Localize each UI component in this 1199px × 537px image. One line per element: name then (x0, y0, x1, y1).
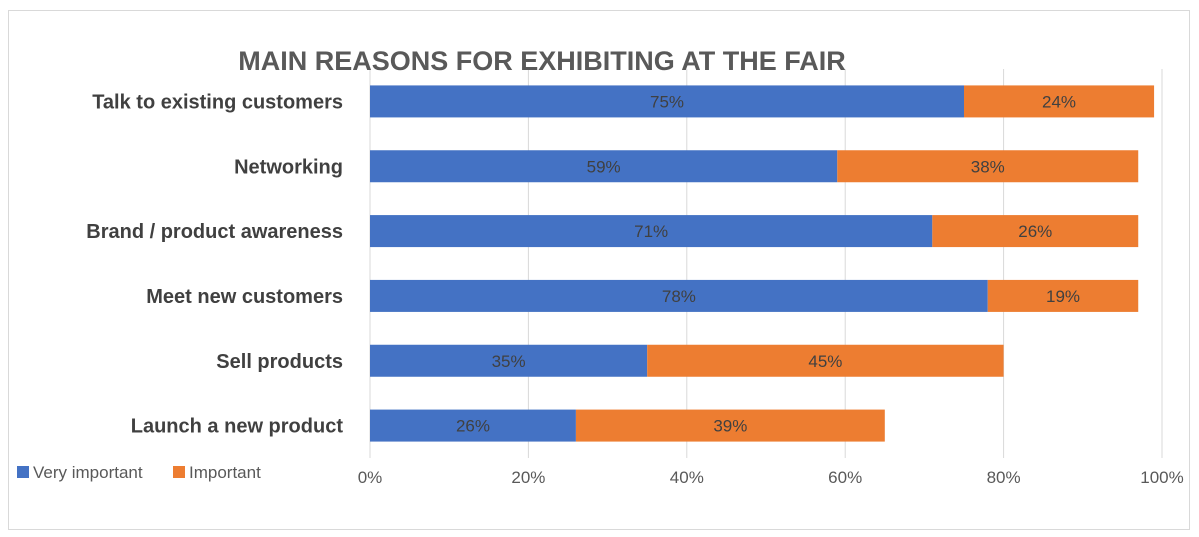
x-tick-label: 80% (987, 468, 1021, 487)
bar-very-important (370, 85, 964, 118)
data-label: 19% (1046, 287, 1080, 306)
x-tick-label: 20% (511, 468, 545, 487)
chart-title: MAIN REASONS FOR EXHIBITING AT THE FAIR (238, 46, 846, 76)
bar-very-important (370, 344, 648, 377)
x-tick-label: 60% (828, 468, 862, 487)
bar-important (837, 150, 1139, 183)
data-label: 39% (713, 417, 747, 436)
chart-frame: 75% 24% 59% 38% 71% 26% 78% 19% 35% 45% 26% 39% Tal… (8, 10, 1190, 530)
x-tick-label: 0% (358, 468, 383, 487)
bar-important (964, 85, 1155, 118)
x-axis-ticks: 0% 20% 40% 60% 80% 100% (358, 468, 1184, 487)
bars (370, 85, 1155, 442)
data-label: 45% (808, 352, 842, 371)
data-label: 38% (971, 157, 1005, 176)
legend-swatch (17, 466, 29, 478)
bar-important (647, 344, 1004, 377)
gridlines (369, 69, 1163, 458)
bar-very-important (370, 215, 933, 248)
bar-important (932, 215, 1139, 248)
category-label: Meet new customers (146, 286, 343, 308)
legend-label: Important (189, 463, 261, 482)
legend: Very important Important (17, 463, 261, 482)
data-label: 78% (662, 287, 696, 306)
data-label: 35% (492, 352, 526, 371)
bar-important (987, 279, 1139, 312)
bar-very-important (370, 150, 838, 183)
data-label: 24% (1042, 92, 1076, 111)
category-label: Brand / product awareness (86, 221, 343, 243)
bar-very-important (370, 409, 576, 442)
bar-important (575, 409, 885, 442)
bar-very-important (370, 279, 988, 312)
category-label: Talk to existing customers (92, 91, 343, 113)
legend-label: Very important (33, 463, 143, 482)
category-label: Launch a new product (131, 416, 344, 438)
bar-chart: 75% 24% 59% 38% 71% 26% 78% 19% 35% 45% 26% 39% Tal… (17, 46, 1184, 487)
category-label: Sell products (216, 351, 343, 373)
category-label: Networking (234, 156, 343, 178)
category-labels: Talk to existing customers Networking Bran… (86, 91, 343, 437)
data-label: 75% (650, 92, 684, 111)
legend-swatch (173, 466, 185, 478)
data-label: 59% (587, 157, 621, 176)
data-label: 26% (1018, 222, 1052, 241)
data-label: 71% (634, 222, 668, 241)
x-tick-label: 100% (1140, 468, 1183, 487)
data-labels: 75% 24% 59% 38% 71% 26% 78% 19% 35% 45% 26% 39% (456, 92, 1080, 435)
x-tick-label: 40% (670, 468, 704, 487)
data-label: 26% (456, 417, 490, 436)
